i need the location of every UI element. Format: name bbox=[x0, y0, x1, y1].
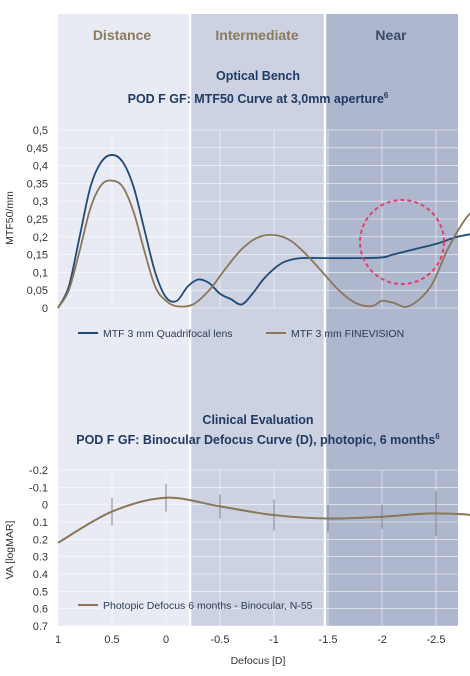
chart1-subtitle-text: POD F GF: MTF50 Curve at 3,0mm aperture bbox=[128, 92, 384, 106]
chart2-y-tick-label: 0.5 bbox=[33, 586, 48, 598]
chart2-y-tick-label: 0.7 bbox=[33, 621, 48, 633]
series-line-quadrifocal bbox=[57, 154, 470, 309]
chart1-subtitle: POD F GF: MTF50 Curve at 3,0mm aperture6 bbox=[128, 91, 389, 106]
chart1-y-tick-label: 0,25 bbox=[27, 214, 48, 226]
chart1-y-ticks: 0,5 0,45 0,4 0,35 0,3 0,25 0,2 0,15 0,1 0,05 0 bbox=[27, 125, 48, 315]
chart2-x-tick-label: 0.5 bbox=[104, 634, 119, 646]
chart1-y-tick-label: 0,45 bbox=[27, 143, 48, 155]
zone-distance-bg bbox=[58, 14, 190, 626]
chart1-y-tick-label: 0,3 bbox=[33, 196, 48, 208]
chart1-subtitle-sup: 6 bbox=[384, 91, 389, 100]
zone-label-intermediate: Intermediate bbox=[215, 27, 298, 43]
series-line-finevision bbox=[57, 179, 470, 309]
chart2-subtitle: POD F GF: Binocular Defocus Curve (D), p… bbox=[76, 432, 440, 447]
chart1-y-tick-label: 0 bbox=[42, 303, 48, 315]
chart2-y-axis-label: VA [logMAR] bbox=[4, 521, 16, 580]
chart2-subtitle-sup: 6 bbox=[435, 432, 440, 441]
chart1-legend-label-finevision: MTF 3 mm FINEVISION bbox=[291, 328, 404, 340]
chart2-x-tick-label: 1 bbox=[55, 634, 61, 646]
chart2-title: Clinical Evaluation bbox=[202, 413, 313, 427]
chart1-legend-label-quadrifocal: MTF 3 mm Quadrifocal lens bbox=[103, 328, 233, 340]
chart1-lines bbox=[57, 154, 470, 309]
zone-label-near: Near bbox=[375, 27, 407, 43]
chart2-x-tick-label: -2 bbox=[377, 634, 387, 646]
chart1-y-tick-label: 0,15 bbox=[27, 250, 48, 262]
chart2-x-tick-label: -0.5 bbox=[211, 634, 230, 646]
chart2-y-ticks: -0.2 -0.1 0 0.1 0.2 0.3 0.4 0.5 0.6 0.7 bbox=[29, 465, 48, 633]
chart2-y-tick-label: 0 bbox=[42, 500, 48, 512]
chart1-y-tick-label: 0,05 bbox=[27, 285, 48, 297]
chart2-x-axis-label: Defocus [D] bbox=[231, 655, 286, 667]
chart2-y-tick-label: 0.4 bbox=[33, 569, 48, 581]
chart1-title: Optical Bench bbox=[216, 69, 300, 83]
near-highlight-circle bbox=[359, 199, 445, 285]
chart2-y-tick-label: 0.1 bbox=[33, 517, 48, 529]
chart2-x-tick-label: -1.5 bbox=[319, 634, 338, 646]
chart1-y-tick-label: 0,2 bbox=[33, 232, 48, 244]
chart2-x-tick-label: -1 bbox=[269, 634, 279, 646]
chart2-y-tick-label: 0.6 bbox=[33, 604, 48, 616]
chart1-y-tick-label: 0,1 bbox=[33, 267, 48, 279]
chart2-lines bbox=[57, 496, 470, 544]
chart2-x-tick-label: 0 bbox=[163, 634, 169, 646]
chart2-y-tick-label: 0.3 bbox=[33, 552, 48, 564]
zone-intermediate-bg bbox=[190, 14, 325, 626]
chart2-x-ticks: 10.50-0.5-1-1.5-2-2.5-3-3.5 bbox=[55, 634, 446, 646]
chart1-y-axis-label: MTF50/mm bbox=[4, 191, 16, 245]
chart2-x-tick-label: -2.5 bbox=[427, 634, 446, 646]
chart1-y-tick-label: 0,4 bbox=[33, 161, 48, 173]
chart2-subtitle-text: POD F GF: Binocular Defocus Curve (D), p… bbox=[76, 433, 435, 447]
series-line-photopic-defocus bbox=[57, 496, 470, 544]
chart1-y-tick-label: 0,5 bbox=[33, 125, 48, 137]
chart2-y-tick-label: -0.2 bbox=[29, 465, 48, 477]
chart2-y-tick-label: 0.2 bbox=[33, 534, 48, 546]
chart2-y-tick-label: -0.1 bbox=[29, 482, 48, 494]
zone-label-distance: Distance bbox=[93, 27, 152, 43]
chart2-legend-label: Photopic Defocus 6 months - Binocular, N… bbox=[103, 600, 313, 612]
chart1-y-tick-label: 0,35 bbox=[27, 178, 48, 190]
